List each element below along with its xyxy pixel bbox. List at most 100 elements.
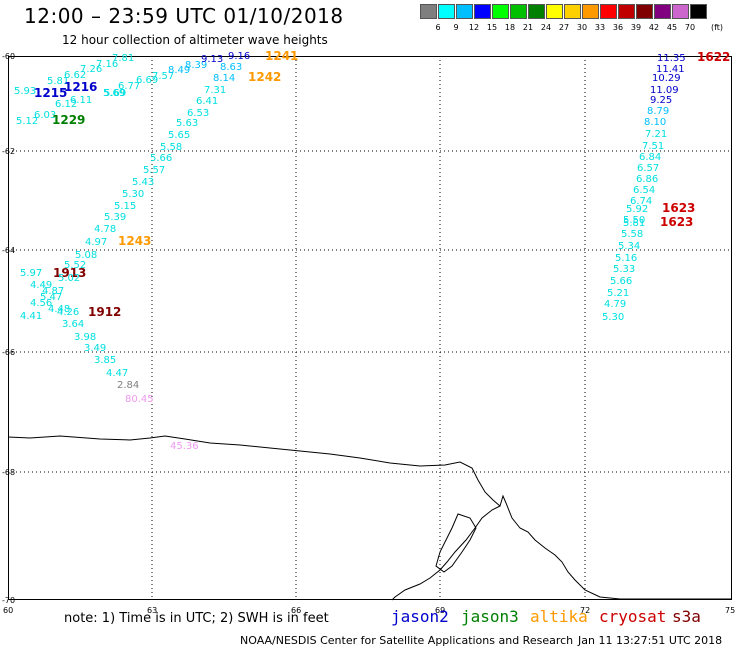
- wave-height-label: 8.79: [647, 106, 669, 117]
- altimeter-tracks: 7.817.167.266.625.815.93121512166.126.11…: [14, 49, 730, 452]
- wave-height-label: 9.25: [650, 95, 672, 106]
- legend-swatch: [474, 4, 491, 19]
- wave-height-label: 4.47: [106, 368, 128, 379]
- longitude-label: 72: [580, 606, 590, 615]
- legend-unit: (ft): [710, 23, 724, 32]
- longitude-label: 75: [725, 606, 735, 615]
- wave-height-label: 7.81: [112, 53, 134, 64]
- legend-swatch: [672, 4, 689, 19]
- pass-time-label: 1241: [265, 49, 298, 63]
- legend-level-label: 33: [594, 23, 606, 32]
- legend-swatch: [510, 4, 527, 19]
- wave-height-label: 6.69: [136, 75, 158, 86]
- wave-height-label: 4.87: [42, 286, 64, 297]
- wave-height-color-legend: 6 9 12 15 18 21 24 27 30 33 36 39 42 45 70 (ft): [420, 4, 732, 36]
- satellite-name: jason2: [391, 607, 449, 626]
- wave-height-label: 4.79: [604, 299, 626, 310]
- wave-height-label: 3.64: [62, 319, 84, 330]
- legend-level-label: 36: [612, 23, 624, 32]
- wave-height-label: 11.09: [650, 85, 679, 96]
- wave-height-label: 4.48: [48, 304, 70, 315]
- wave-height-label: 6.54: [633, 185, 655, 196]
- wave-height-label: 5.34: [618, 241, 640, 252]
- longitude-label: 66: [291, 606, 301, 615]
- longitude-labels: 60 63 66 69 72 75: [3, 606, 735, 615]
- legend-level-label: 24: [540, 23, 552, 32]
- legend-level-label: 42: [648, 23, 660, 32]
- wave-height-label: 6.62: [64, 70, 86, 81]
- wave-height-label: 5.58: [621, 229, 643, 240]
- wave-height-label: 8.49: [168, 65, 190, 76]
- wave-height-label: 11.41: [656, 64, 685, 75]
- wave-height-label: 4.26: [57, 307, 79, 318]
- legend-swatch: [546, 4, 563, 19]
- ice-shelf-outline: [391, 505, 501, 601]
- wave-height-label: 5.30: [602, 312, 624, 323]
- legend-swatch: [438, 4, 455, 19]
- wave-height-label: 9.13: [201, 54, 223, 65]
- wave-height-label: 4.49: [30, 280, 52, 291]
- wave-height-label: 5.16: [615, 253, 637, 264]
- wave-height-label: 6.86: [636, 174, 658, 185]
- latitude-label: -70: [2, 596, 15, 605]
- wave-height-label: 9.16: [228, 51, 250, 62]
- pass-time-label: 1623: [662, 201, 695, 215]
- wave-height-label: 5.69: [103, 88, 125, 99]
- wave-height-label: 4.78: [94, 224, 116, 235]
- pass-time-label: 1912: [88, 305, 121, 319]
- pass-time-label: 1622: [697, 50, 730, 64]
- wave-height-label: 6.03: [34, 110, 56, 121]
- map-frame: [8, 56, 732, 600]
- wave-height-label: 5.69: [104, 88, 126, 99]
- wave-height-label: 5.65: [168, 130, 190, 141]
- latitude-label: -62: [2, 147, 15, 156]
- wave-height-label: 5.50: [623, 215, 645, 226]
- wave-height-label: 5.81: [47, 76, 69, 87]
- longitude-label: 60: [3, 606, 13, 615]
- legend-swatch: [654, 4, 671, 19]
- wave-height-label: 5.15: [114, 201, 136, 212]
- wave-height-label: 5.57: [143, 165, 165, 176]
- wave-height-label: 7.16: [96, 59, 118, 70]
- legend-swatch: [618, 4, 635, 19]
- wave-height-label: 5.58: [160, 142, 182, 153]
- pass-time-label: 1229: [52, 113, 85, 127]
- wave-height-label: 5.33: [613, 264, 635, 275]
- legend-level-label: 30: [576, 23, 588, 32]
- wave-height-label: 7.21: [645, 129, 667, 140]
- graticule: [8, 56, 731, 600]
- wave-height-label: 6.77: [118, 81, 140, 92]
- wave-height-label: 5.93: [14, 86, 36, 97]
- wave-height-label: 7.26: [80, 64, 102, 75]
- wave-height-label: 6.84: [639, 152, 661, 163]
- units-note: note: 1) Time is in UTC; 2) SWH is in fe…: [64, 611, 329, 626]
- wave-height-label: 5.12: [16, 116, 38, 127]
- wave-height-label: 5.47: [40, 292, 62, 303]
- legend-level-label: 27: [558, 23, 570, 32]
- wave-height-label: 5.81: [623, 218, 645, 229]
- wave-height-label: 8.39: [185, 60, 207, 71]
- ice-shelf-inner: [435, 513, 477, 573]
- wave-height-label: 8.14: [213, 73, 235, 84]
- page-subtitle: 12 hour collection of altimeter wave hei…: [62, 33, 328, 47]
- pass-time-label: 1913: [53, 266, 86, 280]
- wave-height-label: 6.53: [187, 108, 209, 119]
- legend-level-label: 6: [435, 23, 441, 32]
- pass-time-label: 1215: [34, 86, 67, 100]
- wave-height-label: 3.98: [74, 332, 96, 343]
- latitude-label: -60: [2, 52, 15, 61]
- wave-height-label: 6.11: [70, 95, 92, 106]
- legend-level-label: 45: [666, 23, 678, 32]
- wave-height-label: 3.85: [94, 355, 116, 366]
- pass-time-label: 1216: [64, 80, 97, 94]
- wave-height-label: 5.92: [626, 204, 648, 215]
- wave-height-label: 5.43: [132, 177, 154, 188]
- wave-height-label: 5.66: [150, 153, 172, 164]
- legend-level-label: 15: [486, 23, 498, 32]
- wave-height-label: 7.31: [204, 85, 226, 96]
- longitude-label: 69: [435, 606, 445, 615]
- wave-height-label: 4.56: [30, 298, 52, 309]
- satellite-name: jason3: [461, 607, 519, 626]
- legend-swatch: [564, 4, 581, 19]
